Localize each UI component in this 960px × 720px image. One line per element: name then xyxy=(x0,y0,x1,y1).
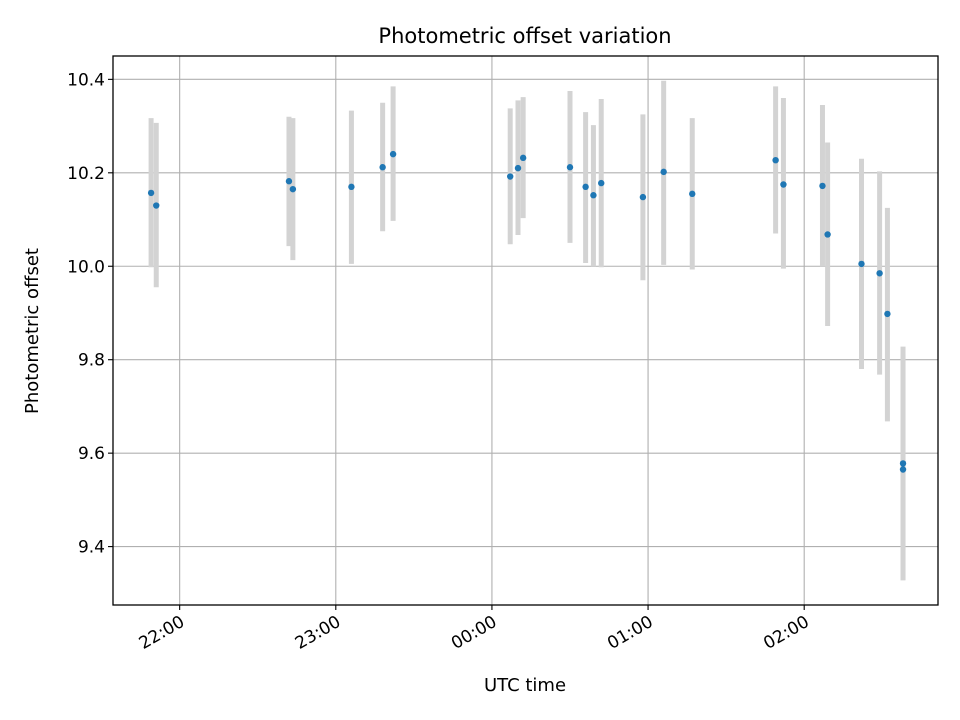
data-point xyxy=(506,173,514,180)
y-tick-label: 10.2 xyxy=(67,164,105,184)
data-point xyxy=(876,270,883,277)
y-tick-label: 9.8 xyxy=(78,351,105,371)
data-point xyxy=(590,192,597,199)
data-point xyxy=(582,183,589,191)
data-point xyxy=(348,183,355,191)
plot-frame xyxy=(112,55,939,606)
data-point xyxy=(379,164,386,171)
data-point xyxy=(824,231,831,238)
data-point xyxy=(639,193,647,201)
data-point xyxy=(389,150,397,158)
y-tick-label: 9.4 xyxy=(78,538,105,558)
data-point xyxy=(819,182,826,190)
data-point xyxy=(289,185,297,193)
data-point xyxy=(884,310,891,318)
y-axis-label: Photometric offset xyxy=(22,248,43,414)
data-point xyxy=(285,178,293,185)
data-point xyxy=(858,260,865,268)
y-tick-label: 10.0 xyxy=(67,257,105,277)
x-axis-label: UTC time xyxy=(484,675,566,696)
data-point xyxy=(514,164,522,172)
y-tick-label: 9.6 xyxy=(78,444,105,464)
data-point xyxy=(899,460,907,467)
data-point xyxy=(566,164,574,171)
data-point xyxy=(689,190,696,198)
chart-title: Photometric offset variation xyxy=(378,24,671,48)
data-point xyxy=(660,168,667,176)
data-point xyxy=(598,179,605,187)
data-point xyxy=(780,181,787,188)
data-point xyxy=(899,466,907,473)
data-point xyxy=(153,202,160,209)
data-points xyxy=(147,150,907,473)
y-tick-label: 10.4 xyxy=(67,70,105,90)
data-point xyxy=(772,156,779,164)
data-point xyxy=(519,154,527,162)
data-point xyxy=(147,189,155,197)
